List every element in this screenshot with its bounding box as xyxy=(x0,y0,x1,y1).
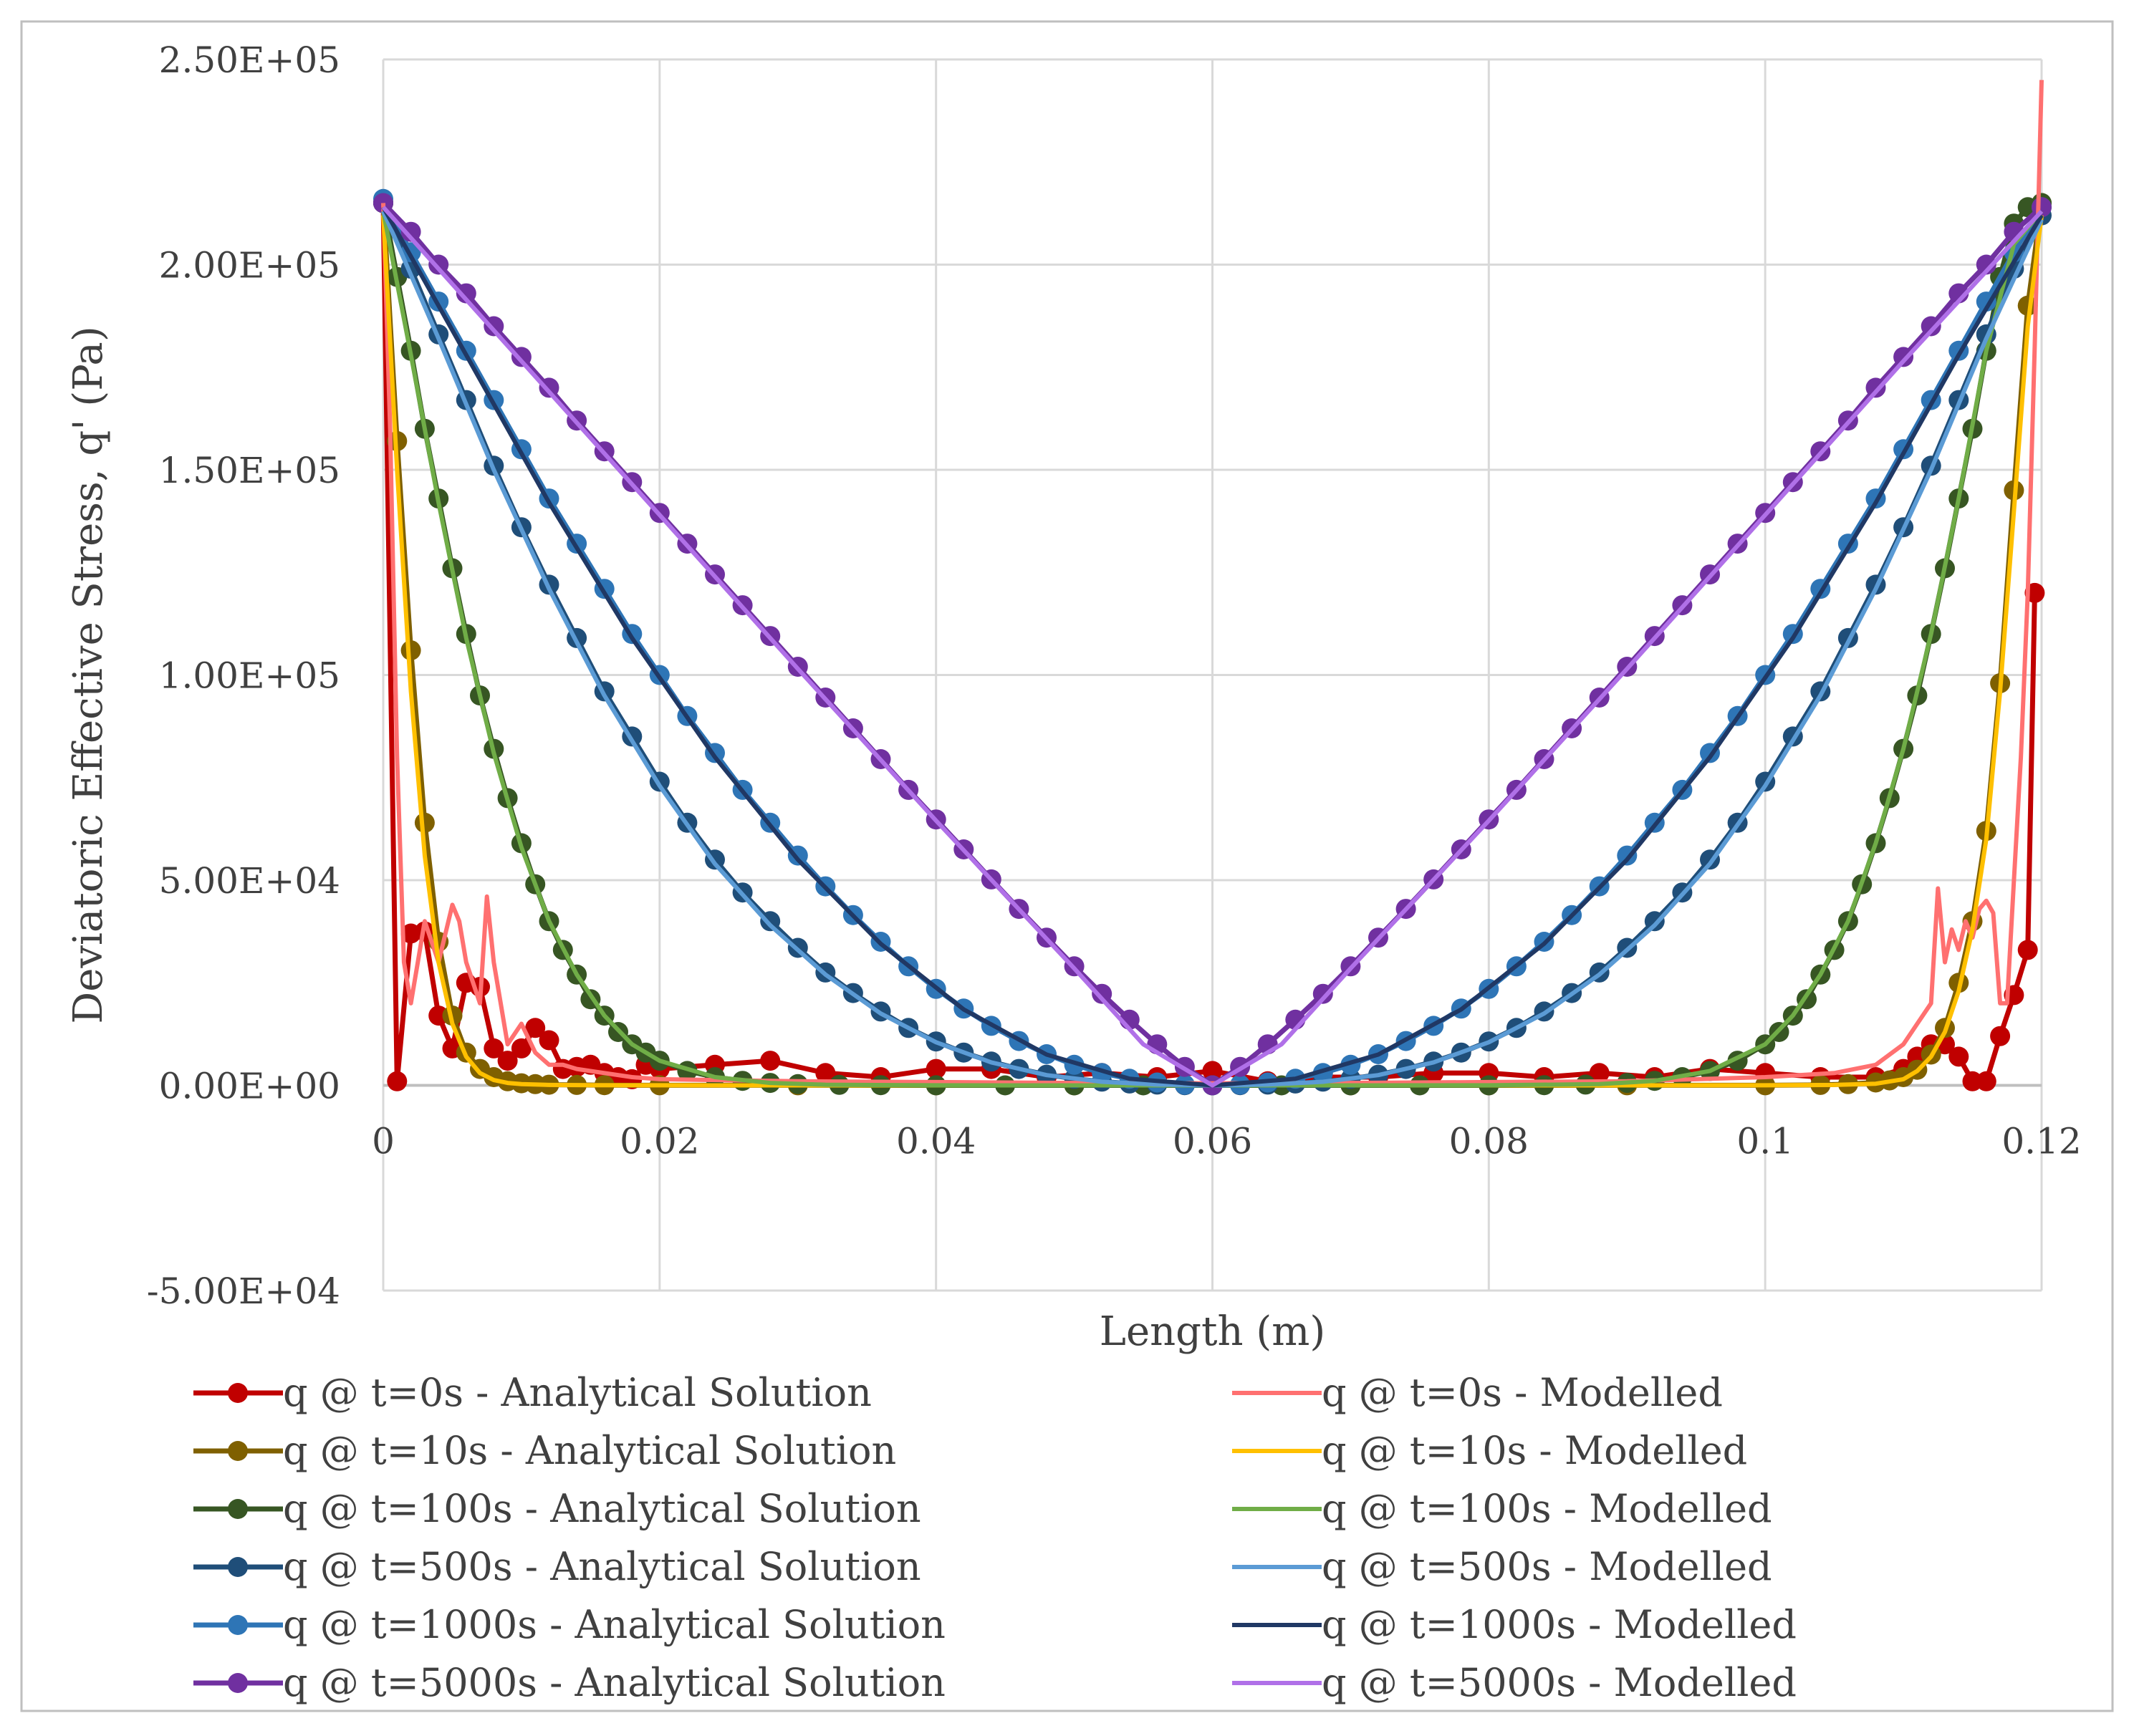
x-tick-label: 0.08 xyxy=(1449,1121,1529,1162)
data-point xyxy=(428,1006,449,1026)
legend-item: q @ t=0s - Analytical Solution xyxy=(193,1370,872,1415)
data-point xyxy=(387,1071,408,1091)
x-axis-title: Length (m) xyxy=(1100,1308,1325,1355)
legend-label: q @ t=10s - Modelled xyxy=(1322,1428,1747,1473)
legend-label: q @ t=1000s - Analytical Solution xyxy=(283,1602,946,1647)
legend-item: q @ t=10s - Analytical Solution xyxy=(193,1428,896,1473)
legend-label: q @ t=1000s - Modelled xyxy=(1322,1602,1797,1647)
legend-item: q @ t=1000s - Modelled xyxy=(1232,1602,1797,1647)
x-tick-label: 0.04 xyxy=(896,1121,976,1162)
data-point xyxy=(1976,254,1996,275)
data-point xyxy=(456,283,476,304)
x-tick-label: 0 xyxy=(372,1121,395,1162)
data-point xyxy=(1644,911,1665,932)
data-point xyxy=(428,254,449,275)
legend-item: q @ t=500s - Modelled xyxy=(1232,1544,1772,1589)
data-point xyxy=(511,1038,532,1059)
legend-label: q @ t=0s - Modelled xyxy=(1322,1370,1723,1415)
x-tick-label: 0.02 xyxy=(620,1121,699,1162)
x-tick-label: 0.12 xyxy=(2001,1121,2081,1162)
legend-label: q @ t=5000s - Analytical Solution xyxy=(283,1660,946,1705)
data-point xyxy=(539,1030,559,1051)
legend-swatch-marker xyxy=(228,1557,248,1577)
legend-item: q @ t=0s - Modelled xyxy=(1232,1370,1723,1415)
data-point xyxy=(525,1018,546,1038)
legend-item: q @ t=100s - Analytical Solution xyxy=(193,1486,921,1531)
data-point xyxy=(1589,1063,1610,1084)
data-point xyxy=(1948,1046,1969,1067)
data-point xyxy=(1312,983,1333,1004)
legend-swatch-marker xyxy=(228,1383,248,1403)
x-tick-label: 0.06 xyxy=(1173,1121,1252,1162)
data-point xyxy=(1202,1061,1223,1081)
axes: 0 0.02 0.04 0.06 0.08 0.1 0.12 -5.00E+04 0.00E+0… xyxy=(65,39,2082,1355)
y-tick-label: 5.00E+04 xyxy=(159,860,340,902)
data-point xyxy=(926,1059,946,1079)
data-point xyxy=(1921,316,1941,337)
data-point xyxy=(1092,983,1112,1004)
y-tick-label: -5.00E+04 xyxy=(147,1270,340,1312)
data-point xyxy=(760,1051,781,1071)
legend-item: q @ t=1000s - Analytical Solution xyxy=(193,1602,946,1647)
legend-swatch-marker xyxy=(228,1499,248,1519)
legend-item: q @ t=100s - Modelled xyxy=(1232,1486,1772,1531)
legend-swatch-marker xyxy=(228,1673,248,1693)
legend-swatch-marker xyxy=(228,1441,248,1461)
y-tick-label: 2.50E+05 xyxy=(159,39,340,81)
legend-swatch-marker xyxy=(228,1615,248,1635)
legend: q @ t=0s - Analytical Solution q @ t=0s -… xyxy=(193,1370,1797,1705)
legend-item: q @ t=10s - Modelled xyxy=(1232,1428,1747,1473)
data-point xyxy=(1893,347,1914,367)
legend-label: q @ t=500s - Analytical Solution xyxy=(283,1544,921,1589)
legend-label: q @ t=100s - Analytical Solution xyxy=(283,1486,921,1531)
data-point xyxy=(497,1051,518,1071)
data-point xyxy=(400,221,421,242)
legend-item: q @ t=500s - Analytical Solution xyxy=(193,1544,921,1589)
data-point xyxy=(1990,1026,2011,1046)
legend-label: q @ t=100s - Modelled xyxy=(1322,1486,1772,1531)
data-point xyxy=(760,911,781,932)
legend-label: q @ t=500s - Modelled xyxy=(1322,1544,1772,1589)
data-point xyxy=(2017,940,2038,960)
y-axis-title: Deviatoric Effective Stress, q' (Pa) xyxy=(65,326,112,1023)
data-point xyxy=(511,347,532,367)
legend-item: q @ t=5000s - Analytical Solution xyxy=(193,1660,946,1705)
series-11 xyxy=(381,206,2044,1088)
legend-item: q @ t=5000s - Modelled xyxy=(1232,1660,1797,1705)
data-point xyxy=(815,1063,836,1084)
data-point xyxy=(484,1038,504,1059)
y-tick-label: 2.00E+05 xyxy=(159,245,340,286)
legend-label: q @ t=5000s - Modelled xyxy=(1322,1660,1797,1705)
data-point xyxy=(1865,377,1886,398)
y-tick-label: 1.00E+05 xyxy=(159,655,340,697)
series-group xyxy=(373,79,2052,1096)
y-tick-label: 1.50E+05 xyxy=(159,450,340,491)
chart-border xyxy=(20,20,2114,1712)
x-tick-label: 0.1 xyxy=(1736,1121,1794,1162)
legend-label: q @ t=0s - Analytical Solution xyxy=(283,1370,872,1415)
legend-label: q @ t=10s - Analytical Solution xyxy=(283,1428,896,1473)
series-line xyxy=(381,206,2044,1088)
data-point xyxy=(539,377,559,398)
y-tick-label: 0.00E+00 xyxy=(159,1066,340,1107)
data-point xyxy=(1976,1071,1996,1091)
data-point xyxy=(414,812,435,833)
data-point xyxy=(1962,1071,1983,1091)
data-point xyxy=(484,316,504,337)
